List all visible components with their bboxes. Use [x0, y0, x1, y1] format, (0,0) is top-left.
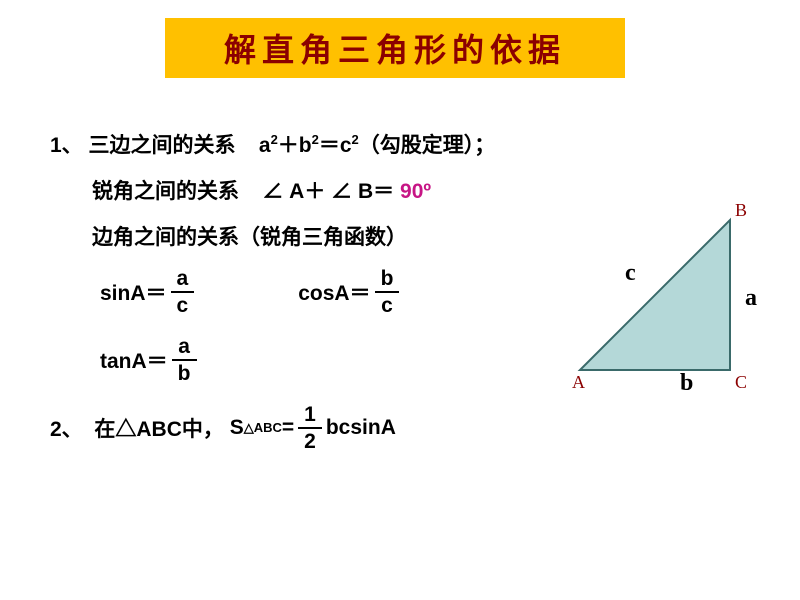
cos-frac: b c	[375, 268, 400, 316]
sin-num: a	[171, 268, 195, 291]
vertex-B: B	[735, 200, 747, 220]
vertex-A: A	[572, 372, 585, 392]
tan-den: b	[172, 359, 197, 384]
section2-eq: =	[282, 416, 294, 440]
pythag-a: a	[259, 134, 271, 157]
section2-text2-sub: △ABC	[244, 420, 282, 436]
pythag-eq: ＝c	[319, 134, 352, 157]
section1-line3-text: 边角之间的关系（锐角三角函数）	[92, 226, 407, 249]
sin-label: sinA＝	[100, 277, 167, 307]
section1-line1: 1、 三边之间的关系 a2＋b2＝c2（勾股定理）；	[50, 120, 750, 166]
tan-label: tanA＝	[100, 345, 168, 375]
section2-lead: 2、	[50, 413, 83, 443]
pythag-exp1: 2	[271, 132, 278, 147]
triangle-shape	[580, 220, 730, 370]
section1-line2c: 90º	[400, 180, 431, 203]
triangle-svg: A B C a b c	[550, 200, 780, 400]
area-num: 1	[298, 404, 322, 427]
cos-label: cosA＝	[298, 277, 370, 307]
side-c: c	[625, 260, 636, 286]
cos-den: c	[375, 291, 399, 316]
sin-formula: sinA＝ a c	[100, 268, 198, 316]
sin-frac: a c	[171, 268, 195, 316]
section1-line2b: ∠ A＋ ∠ B＝	[262, 180, 394, 203]
triangle-diagram: A B C a b c	[550, 200, 780, 400]
section1-lead: 1、	[50, 134, 83, 157]
section2-line: 2、 在△ABC中， S△ABC = 1 2 bcsinA	[50, 404, 750, 452]
section1-line2a: 锐角之间的关系	[92, 180, 239, 203]
section2-text2: S	[230, 416, 244, 440]
pythag-exp3: 2	[352, 132, 359, 147]
tan-frac: a b	[172, 336, 197, 384]
vertex-C: C	[735, 372, 747, 392]
section1-line1a: 三边之间的关系	[89, 134, 236, 157]
side-b: b	[680, 370, 693, 396]
cos-num: b	[375, 268, 400, 291]
page-title: 解直角三角形的依据	[165, 18, 625, 78]
section2-text3: bcsinA	[326, 416, 396, 440]
pythag-suffix: （勾股定理）；	[359, 134, 496, 157]
side-a: a	[745, 285, 757, 311]
cos-formula: cosA＝ b c	[298, 268, 403, 316]
area-frac: 1 2	[298, 404, 322, 452]
tan-num: a	[172, 336, 196, 359]
tan-formula: tanA＝ a b	[100, 336, 201, 384]
section2-text1: 在△ABC中，	[94, 413, 224, 443]
page-title-text: 解直角三角形的依据	[224, 25, 566, 71]
sin-den: c	[171, 291, 195, 316]
pythag-exp2: 2	[312, 132, 319, 147]
area-den: 2	[298, 427, 322, 452]
pythag-plus: ＋b	[278, 134, 312, 157]
